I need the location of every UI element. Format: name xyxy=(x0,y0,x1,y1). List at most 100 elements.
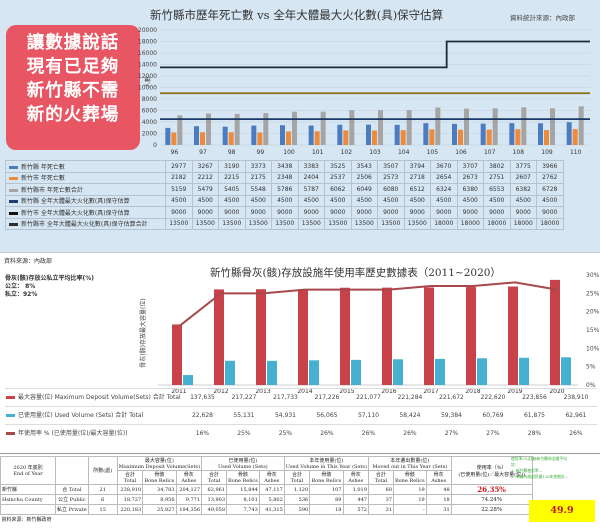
table-cell: 9000 xyxy=(297,206,325,219)
y-tick-label: 20000 xyxy=(138,27,157,34)
table-cell: 9000 xyxy=(536,206,564,219)
chart-title: 新竹縣骨灰(骸)存放設施年使用率歷史數據表（2011~2020） xyxy=(210,267,501,279)
table-cell: 18000 xyxy=(483,217,511,230)
bar xyxy=(515,129,521,145)
table-cell: 26% xyxy=(347,424,390,442)
y-tick-label: 12000 xyxy=(138,73,157,80)
table-row: 新竹縣市 全年大體最大火化數(具)保守估算合計 13500 13500 13500 13… xyxy=(5,217,564,230)
table-cell: 55,131 xyxy=(223,406,265,425)
table-cell: 221,284 xyxy=(389,388,431,407)
used-year-header: 本年使用量(位) xyxy=(309,458,344,464)
table-cell: 27% xyxy=(430,424,473,442)
cell: 18,727 xyxy=(116,494,144,505)
cell: 1,019 xyxy=(342,484,369,495)
table-cell: 9000 xyxy=(377,206,405,219)
table-cell: 13500 xyxy=(165,217,193,230)
bar xyxy=(172,324,182,385)
table-cell: 3707 xyxy=(456,160,484,173)
bar xyxy=(343,130,349,145)
table-row: 私立 Private 15 220,183 25,827 194,356 49,… xyxy=(0,504,533,515)
table-cell: 5159 xyxy=(165,183,193,196)
y-tick-label: 10000 xyxy=(138,85,157,92)
cell: 572 xyxy=(342,504,369,515)
bar xyxy=(508,286,518,385)
table-cell: 3543 xyxy=(350,160,378,173)
table-cell: 3190 xyxy=(218,160,246,173)
x-tick-label: 102 xyxy=(341,149,353,156)
table-cell: 6512 xyxy=(403,183,431,196)
rate-header: 使用率（%） xyxy=(476,464,507,471)
county-label: 新竹縣 xyxy=(2,487,18,493)
table-row: 新竹縣 全年大體最大火化數(具)保守估算 4500 4500 4500 4500 4500… xyxy=(5,194,564,207)
table-cell: 13500 xyxy=(297,217,325,230)
table-cell: 3525 xyxy=(324,160,352,173)
table-cell: 3670 xyxy=(430,160,458,173)
x-tick-label: 100 xyxy=(283,149,295,156)
series-label: 新竹縣市 年死亡數合計 xyxy=(5,183,166,196)
x-tick-label: 109 xyxy=(541,149,553,156)
side-note: 註： xyxy=(511,462,519,467)
y2-tick-label: 5% xyxy=(586,364,596,371)
table-cell: 2215 xyxy=(218,171,246,184)
table-cell: 5786 xyxy=(271,183,299,196)
table-cell: 2212 xyxy=(191,171,219,184)
table-cell: 18000 xyxy=(536,217,564,230)
table-cell: 2762 xyxy=(536,171,564,184)
used-header: 已使用量(位) xyxy=(228,458,258,464)
table-cell: 18000 xyxy=(509,217,537,230)
subheader-en: Bone Relics xyxy=(144,478,175,484)
table-cell: 13500 xyxy=(377,217,405,230)
y-tick-label: 4000 xyxy=(142,119,157,126)
table-cell: 221,672 xyxy=(430,388,473,407)
table-cell: 4500 xyxy=(218,194,246,207)
y-tick-label: 14000 xyxy=(138,62,157,69)
cell: 15 xyxy=(87,504,118,515)
bar xyxy=(366,124,371,145)
bar xyxy=(308,125,314,145)
bar xyxy=(263,113,269,145)
table-cell: 28% xyxy=(513,424,556,442)
columbarium-data-table: 最大容量(位) Maximum Deposit Volume(Sets) 合計 … xyxy=(5,388,597,442)
table-cell: 6728 xyxy=(536,183,564,196)
bar xyxy=(280,125,285,145)
slogan-line: 新的火葬場 xyxy=(26,105,120,125)
y2-tick-label: 0% xyxy=(586,382,596,389)
bar xyxy=(372,130,377,145)
cell: 204,127 xyxy=(175,484,203,495)
bar xyxy=(298,289,308,385)
table-cell: 13500 xyxy=(218,217,246,230)
table-cell: 2182 xyxy=(165,171,193,184)
y2-tick-label: 30% xyxy=(586,272,600,279)
cell: 220,183 xyxy=(116,504,144,515)
year-label-en: End of Year xyxy=(13,471,43,477)
table-cell: 3373 xyxy=(244,160,272,173)
bar xyxy=(572,129,578,145)
public-private-ratio: 骨灰(骸)存放公私立平均比率(%) 公立： 8% 私立：92% xyxy=(5,275,94,299)
ratio-private: 私立：92% xyxy=(5,291,38,298)
table-cell: 2673 xyxy=(456,171,484,184)
table-cell: 6553 xyxy=(483,183,511,196)
bar xyxy=(214,289,224,385)
bar xyxy=(538,123,543,145)
side-notes: 使用率(%)比較新竹縣與全國平均 註： 1. 新竹縣使用率... 2. 依據內政… xyxy=(511,456,597,522)
table-cell: 217,227 xyxy=(223,388,265,407)
table-row: 新竹縣 合 Total 21 238,910 34,783 204,127 62… xyxy=(0,484,533,495)
table-cell: 2718 xyxy=(403,171,431,184)
bar xyxy=(200,132,205,145)
cell: 19 xyxy=(392,484,427,495)
cell: 47,117 xyxy=(258,484,285,495)
bar xyxy=(309,360,319,385)
death-data-table: 新竹縣 年死亡數 2977 3267 3190 3373 3438 3383 3525 3543… xyxy=(5,160,564,230)
bar xyxy=(544,130,549,145)
bar xyxy=(486,129,492,145)
table-cell: 4500 xyxy=(191,194,219,207)
table-cell: 13500 xyxy=(403,217,431,230)
cell: 536 xyxy=(283,494,311,505)
table-row: 新竹市 全年大體最大火化數(具)保守估算 9000 9000 9000 9000 9000… xyxy=(5,206,564,219)
series-label: 年使用率 % (已使用量(位)/最大容量(位)) xyxy=(5,424,182,442)
table-cell: 18000 xyxy=(430,217,458,230)
table-cell: 2573 xyxy=(377,171,405,184)
bar xyxy=(435,358,445,385)
cell: 21 xyxy=(87,484,118,495)
bar xyxy=(206,113,211,145)
